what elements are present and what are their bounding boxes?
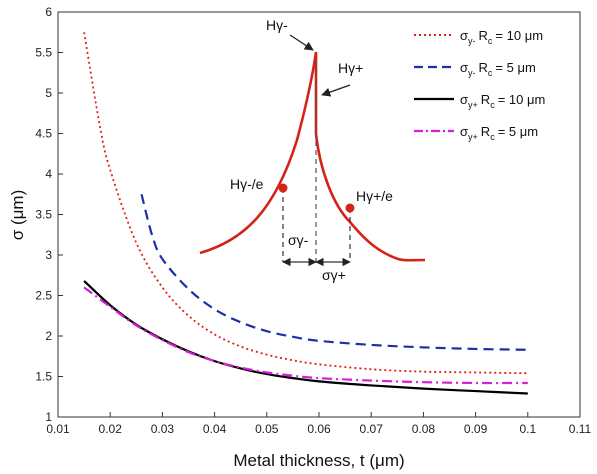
x-tick-label: 0.1 xyxy=(519,422,536,436)
series-line-1 xyxy=(83,32,528,375)
y-tick-label: 1.5 xyxy=(35,370,52,384)
inset-peak-curve xyxy=(199,51,426,262)
x-tick-label: 0.04 xyxy=(203,422,227,436)
inset-schematic: Hγ- Hγ+ Hγ-/e Hγ+/e σγ- σγ+ xyxy=(199,17,426,283)
inset-peak-minus-arrow xyxy=(289,34,314,51)
inset-e-minus-point xyxy=(278,183,288,193)
x-tick-label: 0.02 xyxy=(99,422,123,436)
x-tick-label: 0.08 xyxy=(412,422,436,436)
y-tick-label: 3.5 xyxy=(35,208,52,222)
x-tick-label: 0.09 xyxy=(464,422,488,436)
x-tick-label: 0.03 xyxy=(151,422,175,436)
y-tick-label: 2 xyxy=(45,329,52,343)
y-tick-label: 3 xyxy=(45,248,52,262)
x-tick-label: 0.05 xyxy=(255,422,279,436)
inset-label-peak-plus: Hγ+ xyxy=(338,60,363,76)
series-line-2 xyxy=(140,193,528,351)
y-tick-label: 4 xyxy=(45,167,52,181)
y-axis-label: σ (μm) xyxy=(8,190,27,241)
y-tick-label: 5 xyxy=(45,86,52,100)
inset-label-sigma-plus: σγ+ xyxy=(322,267,346,283)
inset-peak-plus-arrow xyxy=(321,84,351,97)
series-layer xyxy=(83,32,528,395)
y-tick-label: 6 xyxy=(45,5,52,19)
inset-e-plus-point xyxy=(345,203,355,213)
inset-label-peak-minus: Hγ- xyxy=(266,17,288,33)
legend-label-1: σy- Rc = 10 μm xyxy=(460,28,543,46)
x-tick-label: 0.01 xyxy=(46,422,70,436)
legend-label-2: σy- Rc = 5 μm xyxy=(460,60,536,78)
y-tick-label: 2.5 xyxy=(35,289,52,303)
y-tick-label: 4.5 xyxy=(35,127,52,141)
x-tick-label: 0.07 xyxy=(360,422,384,436)
x-tick-label: 0.11 xyxy=(569,422,592,436)
legend-label-3: σy+ Rc = 10 μm xyxy=(460,92,545,110)
y-tick-label: 1 xyxy=(45,410,52,424)
x-tick-label: 0.06 xyxy=(307,422,331,436)
y-tick-label: 5.5 xyxy=(35,46,52,60)
series-line-4 xyxy=(83,286,528,385)
inset-label-e-minus: Hγ-/e xyxy=(230,176,264,192)
axis-ticks: 0.01 0.02 0.03 0.04 0.05 0.06 0.07 0.08 0.09 0.1 0… xyxy=(35,5,591,436)
inset-label-e-plus: Hγ+/e xyxy=(356,188,393,204)
x-axis-label: Metal thickness, t (μm) xyxy=(233,451,404,470)
inset-label-sigma-minus: σγ- xyxy=(288,232,309,248)
